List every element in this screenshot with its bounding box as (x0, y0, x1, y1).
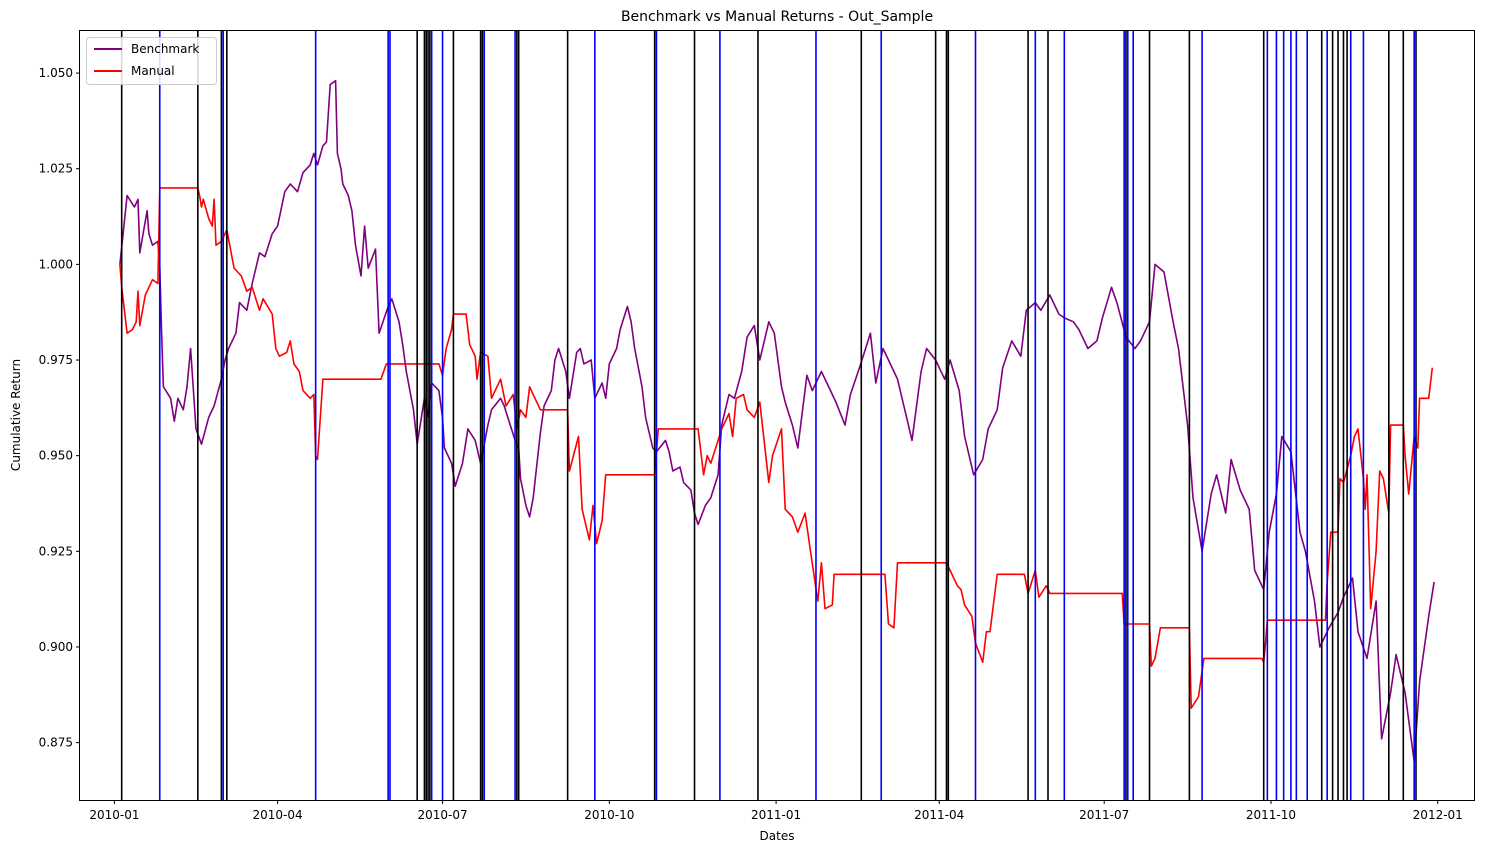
x-tick-label: 2010-07 (417, 808, 467, 822)
x-tick-label: 2011-04 (914, 808, 964, 822)
legend-label-manual: Manual (131, 64, 175, 78)
y-tick-label: 1.000 (39, 257, 73, 271)
y-tick-label: 1.050 (39, 66, 73, 80)
y-tick-label: 0.975 (39, 353, 73, 367)
series-layer (119, 79, 1435, 763)
legend-label-benchmark: Benchmark (131, 42, 199, 56)
y-tick-label: 0.875 (39, 736, 73, 750)
x-tick-label: 2011-10 (1246, 808, 1296, 822)
y-tick-label: 0.950 (39, 449, 73, 463)
plot-area (79, 30, 1475, 801)
legend: Benchmark Manual (86, 37, 217, 85)
x-axis-label: Dates (760, 829, 795, 843)
y-tick-label: 0.900 (39, 640, 73, 654)
y-tick-label: 1.025 (39, 162, 73, 176)
series-line-benchmark (119, 79, 1435, 763)
axes-frame (79, 30, 1475, 801)
vertical-lines (120, 31, 1417, 800)
x-tick-label: 2012-01 (1413, 808, 1463, 822)
x-tick-label: 2011-07 (1079, 808, 1129, 822)
series-line-manual (119, 187, 1434, 710)
y-axis-label: Cumulative Return (9, 359, 23, 471)
x-axis-ticks: 2010-01 2010-04 2010-07 2010-10 2011-01 2011-… (89, 800, 1463, 822)
y-axis-ticks: 0.875 0.900 0.925 0.950 0.975 1.000 1.025 1.050 (39, 66, 80, 750)
x-tick-label: 2010-04 (253, 808, 303, 822)
chart-title: Benchmark vs Manual Returns - Out_Sample (621, 9, 933, 25)
x-tick-label: 2011-01 (751, 808, 801, 822)
x-tick-label: 2010-01 (89, 808, 139, 822)
x-tick-label: 2010-10 (584, 808, 634, 822)
y-tick-label: 0.925 (39, 544, 73, 558)
